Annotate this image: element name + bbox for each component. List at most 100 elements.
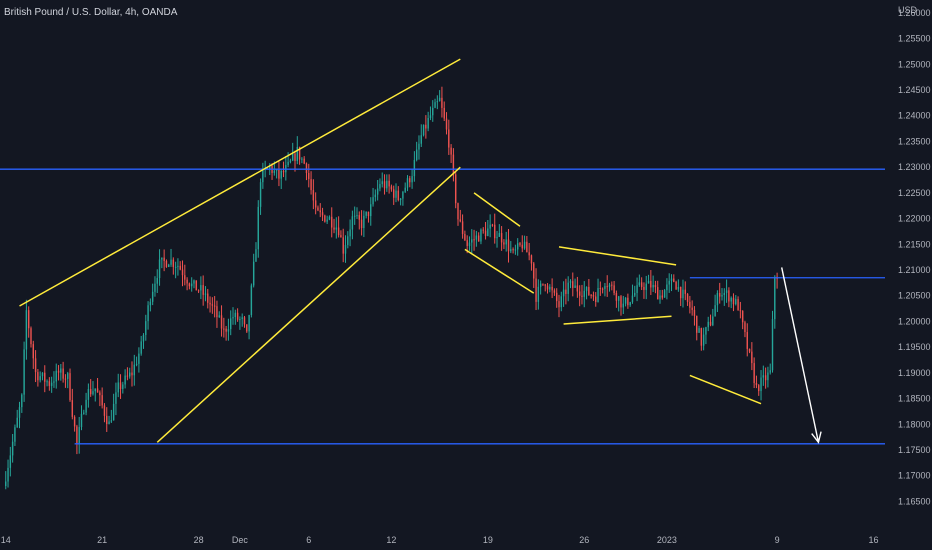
candle (381, 172, 383, 188)
candle-body (168, 264, 170, 267)
candle (399, 197, 402, 206)
candle (521, 235, 523, 253)
candle-body (280, 170, 282, 179)
candle-body (243, 317, 246, 325)
candle-body (64, 378, 67, 380)
candle-body (236, 312, 239, 320)
forecast-arrow-head[interactable] (811, 431, 822, 444)
candle-body (356, 215, 358, 217)
candle-body (50, 382, 53, 386)
candle (190, 277, 193, 292)
candle (507, 229, 510, 263)
candle (409, 175, 411, 188)
candle-body (438, 97, 441, 102)
candle (764, 367, 767, 389)
candle (128, 367, 131, 379)
candle (69, 368, 71, 402)
candle (67, 371, 69, 389)
trendline[interactable] (19, 58, 461, 307)
candle (324, 214, 326, 223)
candle-body (413, 160, 416, 177)
candle (542, 283, 544, 286)
candle (700, 327, 703, 351)
time-axis[interactable]: 14 21 28 Dec 6 12 19 26 2023 9 16 (1, 535, 879, 545)
candle-body (314, 200, 317, 208)
candle-body (461, 221, 464, 234)
y-tick-label: 1.25500 (898, 34, 931, 44)
candle-body (128, 372, 131, 377)
candle-body (18, 407, 21, 418)
candle-body (654, 284, 657, 288)
trendlines-layer[interactable] (19, 58, 762, 443)
candle (624, 297, 627, 307)
trendline[interactable] (473, 192, 521, 227)
candle (365, 211, 367, 219)
horizontal-lines-layer[interactable] (0, 168, 885, 445)
candle (549, 284, 551, 293)
trendline[interactable] (558, 246, 677, 266)
candle-body (149, 301, 152, 306)
candle (367, 211, 370, 223)
candle (484, 221, 487, 240)
price-axis[interactable]: 1.26000 1.25500 1.25000 1.24500 1.24000 1.235… (898, 8, 931, 507)
candle-body (223, 328, 225, 330)
candle (422, 124, 425, 137)
candle (379, 178, 381, 192)
trendline[interactable] (156, 166, 461, 443)
candle (636, 277, 638, 302)
candle-body (381, 181, 383, 185)
candle (427, 111, 429, 132)
candle-body (124, 375, 126, 385)
candle (707, 316, 709, 332)
candle-body (454, 174, 457, 204)
trendline[interactable] (563, 315, 672, 325)
candle-body (151, 291, 154, 302)
candle-body (399, 198, 402, 200)
candle (331, 207, 333, 238)
candle (46, 379, 48, 387)
candle (44, 365, 46, 393)
candle-body (415, 149, 418, 161)
candle-body (303, 158, 305, 164)
candle (55, 363, 57, 389)
candle (471, 229, 473, 254)
candle-body (234, 312, 237, 318)
candle-body (246, 324, 248, 332)
candle-body (278, 169, 280, 179)
candle (326, 215, 328, 224)
candle (450, 144, 452, 164)
candle (546, 283, 549, 294)
candle-body (514, 249, 517, 251)
candle-body (482, 229, 484, 231)
forecast-arrow-shaft[interactable] (781, 267, 820, 443)
candle (629, 301, 631, 307)
candle-body (640, 282, 643, 287)
candle (149, 298, 152, 312)
candle-body (753, 363, 755, 383)
candle-body (119, 382, 122, 389)
candle-body (533, 263, 535, 279)
candle-body (432, 107, 434, 116)
candle-body (732, 297, 735, 305)
candle-body (464, 233, 466, 241)
candle-body (760, 377, 762, 392)
candle-body (503, 242, 505, 245)
trendline[interactable] (464, 248, 535, 294)
candle-body (661, 295, 664, 298)
candle-body (581, 295, 583, 297)
candle (195, 280, 197, 291)
trendline[interactable] (689, 374, 762, 405)
arrow-layer[interactable] (781, 267, 822, 444)
candle (533, 261, 535, 288)
candle (452, 148, 455, 182)
candle-body (608, 284, 611, 287)
candle-body (379, 184, 381, 189)
candle-body (87, 389, 90, 400)
candle-body (735, 299, 737, 305)
candle-body (335, 227, 338, 230)
candle (562, 281, 565, 307)
candle (438, 90, 441, 102)
candle (767, 366, 769, 388)
candle-body (436, 101, 439, 103)
